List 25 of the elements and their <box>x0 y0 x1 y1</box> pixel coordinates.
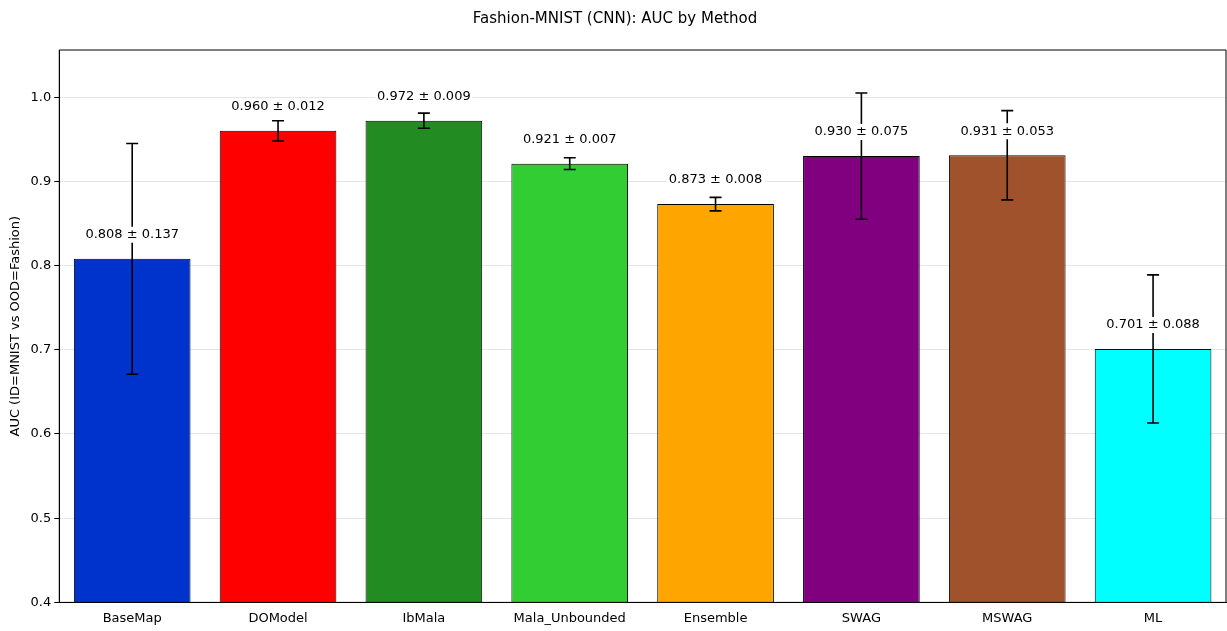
x-tick-label: IbMala <box>402 609 446 625</box>
x-tick-label: SWAG <box>841 609 881 625</box>
x-tick-label: MSWAG <box>982 609 1033 625</box>
y-tick-label: 0.4 <box>30 593 52 609</box>
data-label: 0.808 ± 0.137 <box>85 226 179 242</box>
data-label: 0.931 ± 0.053 <box>960 122 1055 138</box>
y-tick-label: 0.5 <box>30 509 52 525</box>
data-label: 0.930 ± 0.075 <box>814 123 909 139</box>
y-tick-label: 0.6 <box>30 425 52 441</box>
x-tick-label: DOModel <box>248 609 308 625</box>
y-tick-label: 0.8 <box>30 256 52 272</box>
data-label: 0.921 ± 0.007 <box>522 131 617 147</box>
y-axis-title: AUC (ID=MNIST vs OOD=Fashion) <box>7 215 23 437</box>
data-label: 0.972 ± 0.009 <box>377 88 471 104</box>
x-tick-label: ML <box>1143 609 1164 625</box>
y-tick-label: 0.7 <box>30 341 52 357</box>
x-tick-label: Mala_Unbounded <box>513 609 626 625</box>
data-label: 0.873 ± 0.008 <box>668 171 763 187</box>
data-label: 0.960 ± 0.012 <box>231 98 325 114</box>
y-tick-label: 0.9 <box>30 172 52 188</box>
x-tick-label: Ensemble <box>683 609 748 625</box>
data-label: 0.701 ± 0.088 <box>1106 316 1200 332</box>
y-tick-label: 1.0 <box>30 88 52 104</box>
x-tick-label: BaseMap <box>102 609 162 625</box>
chart-title: Fashion-MNIST (CNN): AUC by Method <box>472 8 758 27</box>
